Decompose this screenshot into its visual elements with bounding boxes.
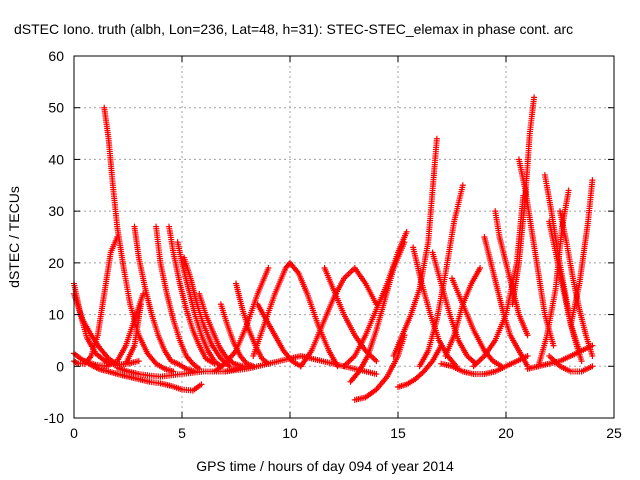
x-tick-label: 20 (498, 425, 514, 441)
data-series-5 (101, 104, 177, 375)
data-series-16 (211, 265, 272, 375)
data-series-27 (410, 244, 460, 370)
data-series-21 (321, 265, 380, 365)
x-tick-label: 15 (390, 425, 406, 441)
data-point (265, 265, 272, 272)
data-series-6 (81, 290, 147, 370)
data-point (135, 358, 142, 365)
data-series-7 (131, 223, 198, 375)
data-series-9 (166, 223, 218, 367)
data-series-12 (196, 290, 246, 370)
y-tick-label: 60 (48, 48, 64, 64)
y-tick-label: 20 (48, 255, 64, 271)
y-tick-label: 0 (56, 358, 64, 374)
data-series-10 (174, 239, 224, 370)
data-points (71, 94, 596, 403)
x-axis-label: GPS time / hours of day 094 of year 2014 (196, 458, 454, 474)
data-point (198, 381, 205, 388)
data-point (459, 182, 466, 189)
data-series-28 (416, 182, 466, 370)
y-axis-label: dSTEC / TECUs (6, 186, 22, 288)
y-tick-label: -10 (44, 410, 64, 426)
data-series-8 (153, 223, 203, 372)
y-tick-label: 50 (48, 100, 64, 116)
x-tick-label: 10 (282, 425, 298, 441)
x-tick-label: 5 (178, 425, 186, 441)
data-point (140, 290, 147, 297)
data-series-24 (341, 228, 410, 370)
y-tick-label: 30 (48, 203, 64, 219)
y-tick-label: 10 (48, 307, 64, 323)
data-series-25 (395, 342, 445, 390)
data-point (403, 228, 410, 235)
y-tick-label: 40 (48, 151, 64, 167)
data-point (433, 135, 440, 142)
x-tick-label: 25 (606, 425, 622, 441)
data-point (373, 358, 380, 365)
data-series-42 (567, 177, 596, 328)
data-point (373, 371, 380, 378)
data-series-26 (390, 135, 440, 359)
x-tick-label: 0 (70, 425, 78, 441)
data-series-18 (250, 259, 341, 370)
chart-title: dSTEC Iono. truth (albh, Lon=236, Lat=48… (14, 21, 573, 37)
